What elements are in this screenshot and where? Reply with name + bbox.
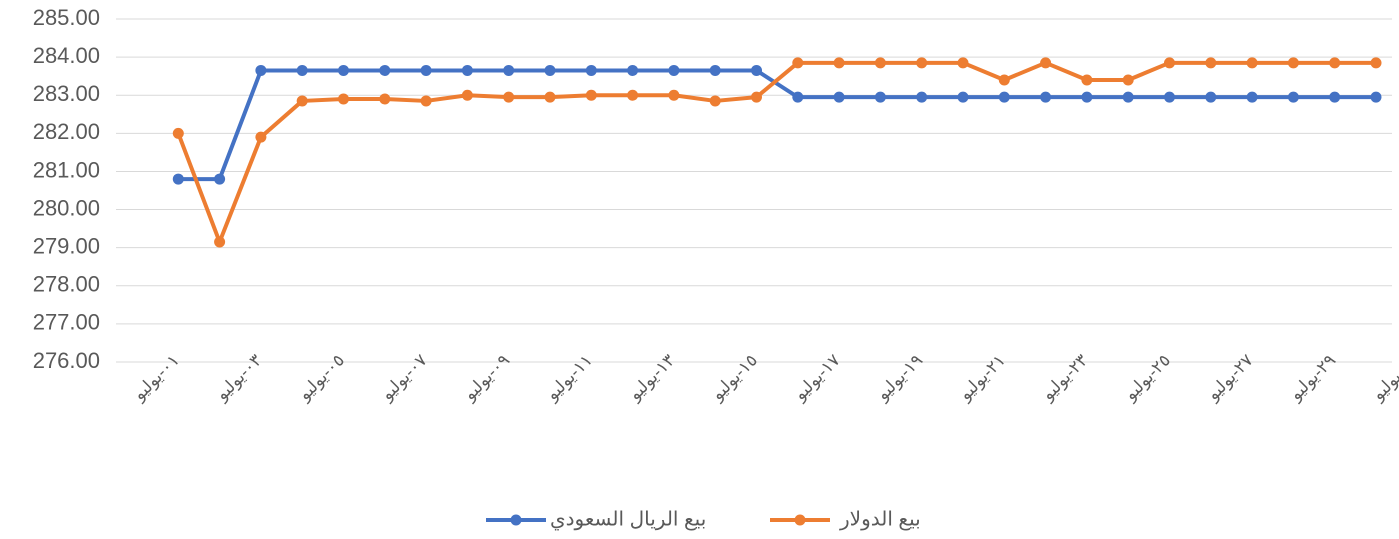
data-point bbox=[751, 64, 762, 76]
data-point bbox=[338, 93, 349, 105]
data-point bbox=[1370, 57, 1382, 69]
data-point bbox=[998, 91, 1010, 103]
y-tick-label: 277.00 bbox=[33, 310, 100, 335]
data-point bbox=[296, 95, 308, 107]
y-tick-label: 278.00 bbox=[33, 272, 100, 297]
x-tick-label: ٢٥-يوليو bbox=[1120, 351, 1174, 405]
data-point bbox=[627, 64, 639, 76]
data-point bbox=[668, 89, 680, 101]
data-point bbox=[874, 91, 886, 103]
data-point bbox=[1246, 57, 1258, 69]
data-point bbox=[1287, 91, 1299, 103]
data-point bbox=[957, 91, 969, 103]
data-point bbox=[214, 173, 226, 185]
data-point bbox=[1329, 91, 1341, 103]
data-point bbox=[1329, 57, 1341, 69]
data-point bbox=[379, 93, 391, 105]
data-point bbox=[544, 64, 556, 76]
data-point bbox=[792, 57, 804, 69]
data-point bbox=[916, 57, 928, 69]
data-point bbox=[1287, 57, 1299, 69]
y-tick-label: 276.00 bbox=[33, 348, 100, 373]
y-tick-label: 283.00 bbox=[33, 81, 100, 106]
x-tick-label: ٠١-يوليو bbox=[129, 351, 183, 405]
y-tick-label: 285.00 bbox=[33, 5, 100, 30]
data-point bbox=[1205, 91, 1217, 103]
data-point bbox=[874, 57, 886, 69]
data-point bbox=[544, 91, 556, 103]
data-point bbox=[338, 64, 349, 76]
data-point bbox=[461, 89, 473, 101]
y-tick-label: 284.00 bbox=[33, 43, 100, 68]
data-point bbox=[751, 91, 762, 103]
y-tick-label: 280.00 bbox=[33, 195, 100, 220]
x-tick-label: ١٥-يوليو bbox=[707, 351, 761, 405]
y-tick-label: 282.00 bbox=[33, 119, 100, 144]
data-point bbox=[1122, 74, 1134, 86]
data-point bbox=[214, 236, 226, 248]
data-point bbox=[379, 64, 391, 76]
data-point bbox=[1040, 91, 1052, 103]
data-point bbox=[833, 91, 845, 103]
x-tick-label: ٠٧-يوليو bbox=[377, 351, 431, 405]
data-point bbox=[255, 64, 267, 76]
x-tick-label: ١١-يوليو bbox=[542, 351, 596, 405]
y-tick-label: 281.00 bbox=[33, 157, 100, 182]
data-point bbox=[255, 131, 267, 143]
series-line bbox=[176, 60, 1376, 244]
data-point bbox=[585, 64, 597, 76]
data-point bbox=[1205, 57, 1217, 69]
data-point bbox=[172, 127, 184, 139]
data-point bbox=[1164, 57, 1175, 69]
legend-marker bbox=[794, 514, 806, 526]
x-tick-label: ٠٥-يوليو bbox=[294, 351, 348, 405]
data-point bbox=[420, 95, 432, 107]
x-tick-label: ٢٣-يوليو bbox=[1037, 351, 1091, 405]
data-point bbox=[833, 57, 845, 69]
x-tick-label: ٣١-يوليو bbox=[1368, 351, 1399, 405]
data-point bbox=[585, 89, 597, 101]
data-point bbox=[503, 91, 515, 103]
data-point bbox=[296, 64, 308, 76]
x-tick-label: ١٧-يوليو bbox=[790, 351, 844, 405]
x-tick-label: ١٩-يوليو bbox=[872, 351, 926, 405]
x-tick-label: ٢٧-يوليو bbox=[1203, 351, 1257, 405]
x-tick-label: ٢١-يوليو bbox=[955, 351, 1009, 405]
x-tick-label: ٠٣-يوليو bbox=[211, 351, 265, 405]
y-tick-label: 279.00 bbox=[33, 233, 100, 258]
data-point bbox=[792, 91, 804, 103]
data-point bbox=[1081, 74, 1093, 86]
data-point bbox=[1081, 91, 1093, 103]
data-point bbox=[1122, 91, 1134, 103]
data-point bbox=[957, 57, 969, 69]
data-point bbox=[461, 64, 473, 76]
series-line bbox=[178, 68, 1376, 182]
data-point bbox=[709, 95, 721, 107]
data-point bbox=[709, 64, 721, 76]
data-point bbox=[420, 64, 432, 76]
data-point bbox=[627, 89, 639, 101]
data-point bbox=[1246, 91, 1258, 103]
data-point bbox=[1164, 91, 1175, 103]
data-point bbox=[1040, 57, 1052, 69]
x-tick-label: ٠٩-يوليو bbox=[459, 351, 513, 405]
data-point bbox=[916, 91, 928, 103]
data-point bbox=[668, 64, 680, 76]
data-point bbox=[172, 173, 184, 185]
data-point bbox=[503, 64, 515, 76]
legend-label: بيع الدولار bbox=[839, 508, 921, 530]
x-tick-label: ٢٩-يوليو bbox=[1285, 351, 1339, 405]
legend-marker bbox=[510, 514, 522, 526]
legend-label: بيع الريال السعودي bbox=[550, 508, 706, 531]
data-point bbox=[998, 74, 1010, 86]
x-tick-label: ١٣-يوليو bbox=[624, 351, 678, 405]
data-point bbox=[1370, 91, 1382, 103]
